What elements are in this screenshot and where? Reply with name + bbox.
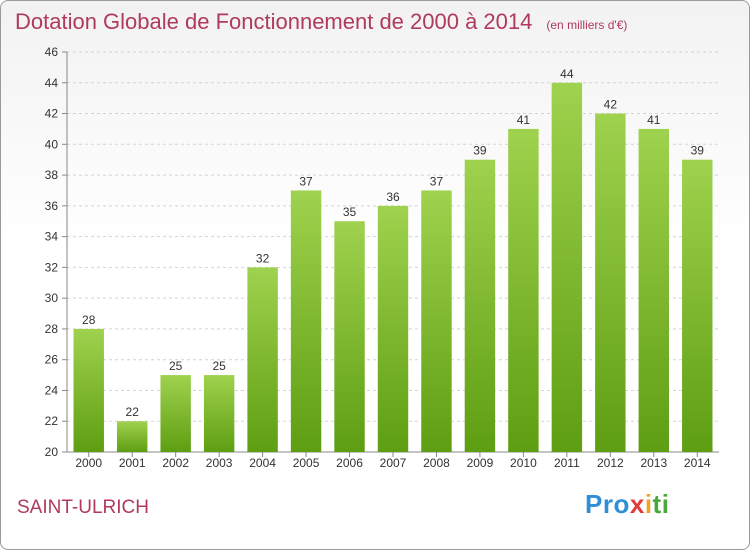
data-label: 35 bbox=[343, 205, 357, 219]
x-tick-label: 2007 bbox=[380, 456, 407, 470]
y-tick-label: 42 bbox=[45, 107, 59, 121]
y-tick-label: 44 bbox=[45, 76, 59, 90]
bar bbox=[551, 82, 583, 453]
logo-part: Pro bbox=[585, 489, 630, 519]
y-tick-label: 20 bbox=[45, 445, 59, 459]
x-tick-label: 2005 bbox=[293, 456, 320, 470]
bar bbox=[421, 190, 452, 452]
x-tick-label: 2002 bbox=[162, 456, 189, 470]
logo-part: i bbox=[644, 489, 653, 519]
y-tick-label: 28 bbox=[45, 322, 59, 336]
axes: 20 22 24 26 28 30 32 34 36 38 40 42 44 46 2000 2001 2002… bbox=[45, 45, 719, 470]
commune-name: SAINT-ULRICH bbox=[17, 497, 149, 518]
y-tick-label: 38 bbox=[45, 168, 59, 182]
chart-subtitle: (en milliers d'€) bbox=[546, 18, 628, 32]
proxiti-logo[interactable]: Proxiti bbox=[585, 489, 669, 520]
logo-part: x bbox=[629, 489, 645, 519]
bar bbox=[203, 375, 235, 452]
x-tick-label: 2009 bbox=[467, 456, 494, 470]
bar bbox=[595, 113, 626, 453]
x-tick-label: 2001 bbox=[119, 456, 146, 470]
bar bbox=[160, 375, 191, 452]
bars bbox=[73, 82, 713, 453]
bar bbox=[290, 190, 322, 452]
y-tick-label: 26 bbox=[45, 353, 59, 367]
x-tick-label: 2004 bbox=[249, 456, 276, 470]
x-tick-label: 2010 bbox=[510, 456, 537, 470]
y-tick-label: 40 bbox=[45, 137, 59, 151]
data-label: 44 bbox=[560, 67, 574, 81]
y-tick-label: 34 bbox=[45, 230, 59, 244]
data-label: 32 bbox=[256, 251, 270, 265]
y-tick-label: 46 bbox=[45, 45, 59, 59]
data-label: 22 bbox=[126, 405, 140, 419]
x-tick-label: 2012 bbox=[597, 456, 624, 470]
data-label: 37 bbox=[430, 174, 444, 188]
bar bbox=[334, 221, 365, 452]
data-label: 41 bbox=[647, 113, 661, 127]
x-tick-label: 2014 bbox=[684, 456, 711, 470]
y-tick-label: 24 bbox=[45, 383, 59, 397]
x-tick-label: 2003 bbox=[206, 456, 233, 470]
bar bbox=[116, 421, 148, 452]
x-tick-label: 2013 bbox=[640, 456, 667, 470]
labels: 28 22 25 25 32 37 35 36 37 39 41 44 42 41 39 bbox=[82, 67, 704, 419]
x-tick-label: 2008 bbox=[423, 456, 450, 470]
y-tick-label: 22 bbox=[45, 414, 59, 428]
data-label: 41 bbox=[517, 113, 531, 127]
chart-title: Dotation Globale de Fonctionnement de 20… bbox=[15, 9, 627, 35]
data-label: 25 bbox=[212, 359, 226, 373]
logo-part: ti bbox=[652, 489, 670, 519]
data-label: 37 bbox=[299, 174, 313, 188]
bar bbox=[508, 128, 539, 452]
bar bbox=[247, 267, 278, 452]
data-label: 28 bbox=[82, 313, 96, 327]
data-label: 25 bbox=[169, 359, 183, 373]
chart-title-text: Dotation Globale de Fonctionnement de 20… bbox=[15, 9, 533, 34]
y-tick-label: 30 bbox=[45, 291, 59, 305]
x-tick-label: 2006 bbox=[336, 456, 363, 470]
y-tick-label: 36 bbox=[45, 199, 59, 213]
bar bbox=[73, 328, 104, 452]
bar bbox=[464, 159, 496, 452]
bar bbox=[377, 205, 409, 452]
data-label: 42 bbox=[604, 98, 618, 112]
x-tick-label: 2011 bbox=[554, 456, 580, 470]
data-label: 39 bbox=[473, 144, 487, 158]
y-tick-label: 32 bbox=[45, 260, 59, 274]
data-label: 36 bbox=[386, 190, 400, 204]
x-tick-label: 2000 bbox=[75, 456, 102, 470]
bar bbox=[682, 159, 713, 452]
bar bbox=[638, 128, 670, 452]
data-label: 39 bbox=[691, 144, 705, 158]
